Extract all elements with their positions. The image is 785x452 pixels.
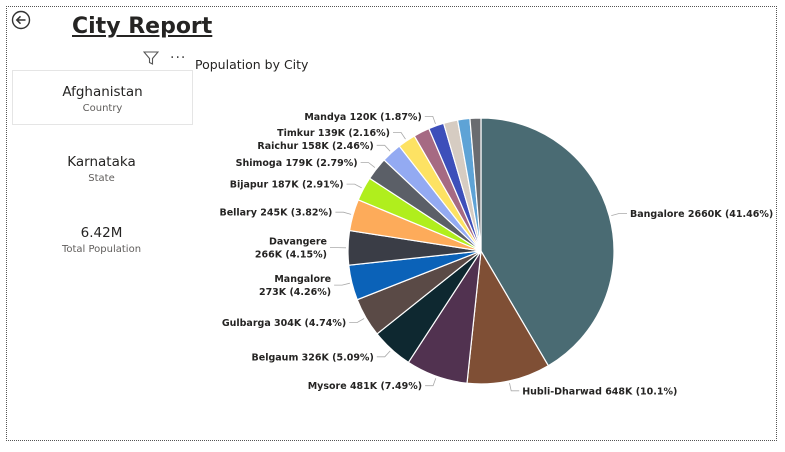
data-label: Mangalore 273K (4.26%) <box>259 274 331 298</box>
report-title: City Report <box>72 14 213 39</box>
data-label: Hubli-Dharwad 648K (10.1%) <box>522 386 677 397</box>
leader-line <box>424 116 436 125</box>
data-label: Mandya 120K (1.87%) <box>304 112 421 123</box>
data-label: Davangere 266K (4.15%) <box>255 237 327 261</box>
pie-slice-unlabeled[interactable] <box>469 117 482 252</box>
state-value: Karnataka <box>67 154 136 170</box>
data-label: Bijapur 187K (2.91%) <box>230 180 344 191</box>
leader-line <box>360 162 376 168</box>
population-card: 6.42M Total Population <box>12 225 191 255</box>
leader-line <box>346 183 362 189</box>
pie-slice-hubli-dharwad[interactable] <box>466 249 550 385</box>
leader-line <box>335 211 352 215</box>
data-label: Shimoga 179K (2.79%) <box>236 158 358 169</box>
leader-line <box>393 131 406 140</box>
state-label: State <box>88 173 115 184</box>
filter-icon[interactable] <box>143 50 159 66</box>
more-options-icon[interactable]: ··· <box>170 50 187 66</box>
state-card: Karnataka State <box>12 154 191 184</box>
data-label: Timkur 139K (2.16%) <box>277 128 390 139</box>
back-arrow-icon[interactable] <box>11 10 31 30</box>
data-label: Belgaum 326K (5.09%) <box>252 352 374 363</box>
leader-line <box>349 318 365 323</box>
leader-line <box>376 350 391 358</box>
report-canvas <box>6 6 777 441</box>
leader-line <box>509 382 520 392</box>
country-card: Afghanistan Country <box>12 70 193 125</box>
data-label: Mysore 481K (7.49%) <box>308 381 422 392</box>
leader-line <box>425 378 437 387</box>
data-label: Bellary 245K (3.82%) <box>219 208 332 219</box>
data-label: Raichur 158K (2.46%) <box>257 141 373 152</box>
data-label: Gulbarga 304K (4.74%) <box>222 318 346 329</box>
chart-title: Population by City <box>195 57 309 72</box>
country-label: Country <box>82 103 123 114</box>
population-label: Total Population <box>61 244 142 255</box>
leader-line <box>611 213 627 216</box>
leader-line <box>376 144 391 152</box>
country-value: Afghanistan <box>62 84 143 100</box>
pie-slice-bangalore[interactable] <box>480 117 615 367</box>
population-value: 6.42M <box>80 225 123 241</box>
leader-line <box>334 282 350 286</box>
data-label: Bangalore 2660K (41.46%) <box>630 209 773 220</box>
